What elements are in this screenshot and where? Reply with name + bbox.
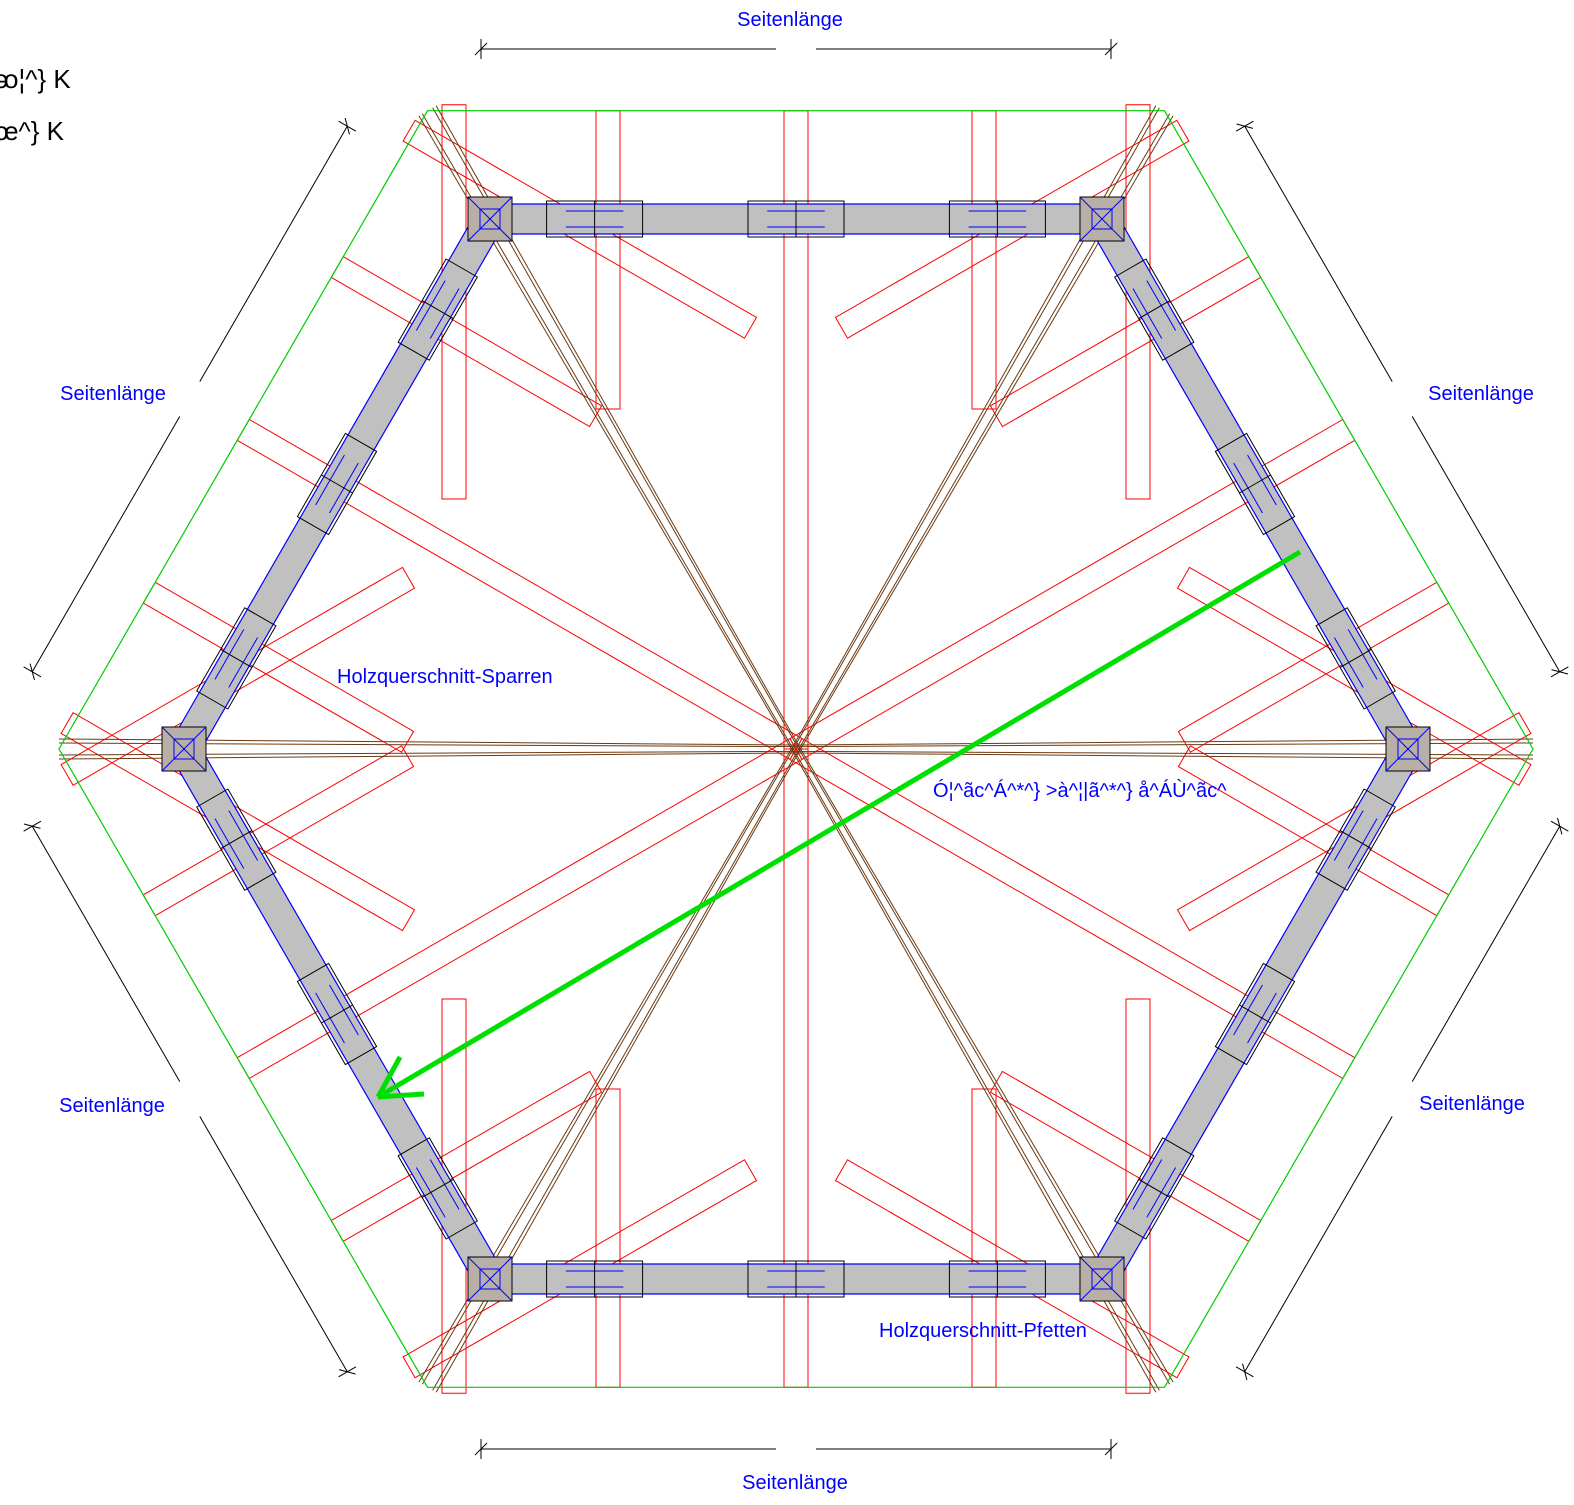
- top-left-text-line-1: ᴔ¦^} K: [0, 64, 71, 94]
- joint-split-2-1: [321, 1004, 353, 1024]
- side-length-label-upper-left: Seitenlänge: [60, 383, 166, 405]
- dimension-slash-4-1: [1104, 42, 1118, 56]
- dimension-slash-2-1: [23, 823, 41, 829]
- joint-split-3-0: [220, 648, 253, 668]
- dimension-line-b-5: [1411, 416, 1561, 673]
- purlin-joint-4-1: [747, 200, 845, 238]
- rafter-5-0: [789, 418, 1356, 761]
- purlin-joint-2-0: [397, 1137, 478, 1240]
- jack-rafter-1--1: [1125, 998, 1151, 1394]
- dimension-slash-0-1: [1242, 1363, 1248, 1381]
- corner-post-diag-b-0: [1385, 726, 1431, 772]
- rafter-section-label: Holzquerschnitt-Sparren: [337, 666, 553, 688]
- rafter-2-0: [236, 737, 803, 1080]
- purlin-joint-1-2: [546, 1260, 644, 1298]
- dimension-slash-5-0: [1236, 123, 1254, 129]
- dimension-slash-3-1: [344, 117, 350, 135]
- dimension-slash-2-0: [338, 1369, 356, 1375]
- dimension-slash-3-0: [29, 663, 35, 681]
- direction-arrow-layer: [375, 549, 1302, 1100]
- purlin-joint-2-1: [296, 962, 378, 1066]
- corner-post-diag-b-2: [467, 1256, 513, 1302]
- dimension-slash-5-1: [1551, 669, 1569, 675]
- direction-arrow-head-b: [377, 1091, 425, 1100]
- purlin-joint-4-2: [948, 200, 1046, 238]
- side-length-label-lower-right: Seitenlänge: [1419, 1093, 1525, 1115]
- corner-posts-layer: [161, 196, 1431, 1302]
- purlin-joint-3-0: [196, 607, 277, 710]
- dimension-line-a-3: [31, 416, 181, 673]
- dimension-slash-4-0: [474, 42, 488, 56]
- dimension-line-a-2: [199, 1116, 348, 1373]
- dimension-lines-layer: [23, 39, 1569, 1459]
- purlin-joint-1-0: [948, 1260, 1046, 1298]
- purlin-joint-3-1: [296, 432, 378, 536]
- jack-rafter-2--1: [402, 1159, 758, 1379]
- corner-post-diag-b-3: [161, 726, 207, 772]
- purlin-joint-5-2: [1315, 607, 1396, 710]
- purlin-joint-0-2: [1114, 1137, 1195, 1240]
- joint-split-2-2: [220, 830, 253, 850]
- direction-arrow-head-a: [375, 1055, 403, 1099]
- garbled-label: Ó¦^ãc^Á^*^} >à^¦|ã^*^} å^ÁÙ^ãc^: [933, 780, 1227, 802]
- purlin-joint-5-0: [1114, 258, 1195, 361]
- jack-rafter-3--1: [60, 712, 416, 932]
- joint-split-0-2: [1138, 1178, 1171, 1198]
- dimension-line-b-2: [31, 825, 181, 1082]
- side-length-label-lower-left: Seitenlänge: [59, 1095, 165, 1117]
- purlin-joint-5-1: [1214, 432, 1296, 536]
- corner-post-diag-b-5: [1079, 196, 1125, 242]
- dimension-slash-0-0: [1557, 817, 1563, 835]
- corner-post-inner-3: [173, 738, 195, 760]
- rafter-3-0: [236, 418, 803, 761]
- dimension-line-b-0: [1244, 1116, 1393, 1373]
- purlin-joint-4-0: [546, 200, 644, 238]
- corner-post-diag-b-4: [467, 196, 513, 242]
- joint-split-0-0: [1339, 830, 1372, 850]
- purlin-joints-layer: [196, 200, 1396, 1298]
- side-length-label-bottom: Seitenlänge: [742, 1472, 848, 1494]
- purlin-joint-3-2: [397, 258, 478, 361]
- corner-post-inner-4: [479, 208, 501, 230]
- joint-split-3-2: [421, 300, 454, 320]
- joint-split-2-0: [421, 1178, 454, 1198]
- joint-split-0-1: [1239, 1004, 1271, 1024]
- corner-post-inner-5: [1091, 208, 1113, 230]
- jack-rafter-0--1: [1176, 566, 1532, 786]
- corner-post-diag-b-1: [1079, 1256, 1125, 1302]
- purlin-joint-0-0: [1315, 788, 1396, 891]
- top-left-text-line-2: œ^} K: [0, 116, 64, 146]
- dimension-line-a-0: [1411, 825, 1561, 1082]
- joint-split-5-0: [1138, 300, 1171, 320]
- purlin-section-label: Holzquerschnitt-Pfetten: [879, 1320, 1087, 1342]
- corner-post-inner-1: [1091, 1268, 1113, 1290]
- side-length-label-top: Seitenlänge: [737, 9, 843, 31]
- rafters-layer: [60, 104, 1532, 1394]
- corner-post-inner-0: [1397, 738, 1419, 760]
- purlin-joint-1-1: [747, 1260, 845, 1298]
- purlin-joint-0-1: [1214, 962, 1296, 1066]
- purlins-layer: [165, 202, 1427, 1296]
- jack-rafter-5--1: [834, 119, 1190, 339]
- joint-split-5-1: [1239, 474, 1271, 494]
- dimension-line-a-5: [1244, 125, 1393, 382]
- dimension-slash-1-1: [474, 1442, 488, 1456]
- jack-rafter-4--1: [441, 104, 467, 500]
- dimension-slash-1-0: [1104, 1442, 1118, 1456]
- joint-split-5-2: [1339, 648, 1372, 668]
- eave-outline-layer: [58, 110, 1534, 1388]
- eave-outline: [58, 110, 1534, 1388]
- side-length-label-upper-right: Seitenlänge: [1428, 383, 1534, 405]
- direction-arrow-shaft: [376, 549, 1302, 1100]
- dimension-line-b-3: [199, 125, 348, 382]
- joint-split-3-1: [321, 474, 353, 494]
- corner-post-inner-2: [479, 1268, 501, 1290]
- purlin-joint-2-2: [196, 788, 277, 891]
